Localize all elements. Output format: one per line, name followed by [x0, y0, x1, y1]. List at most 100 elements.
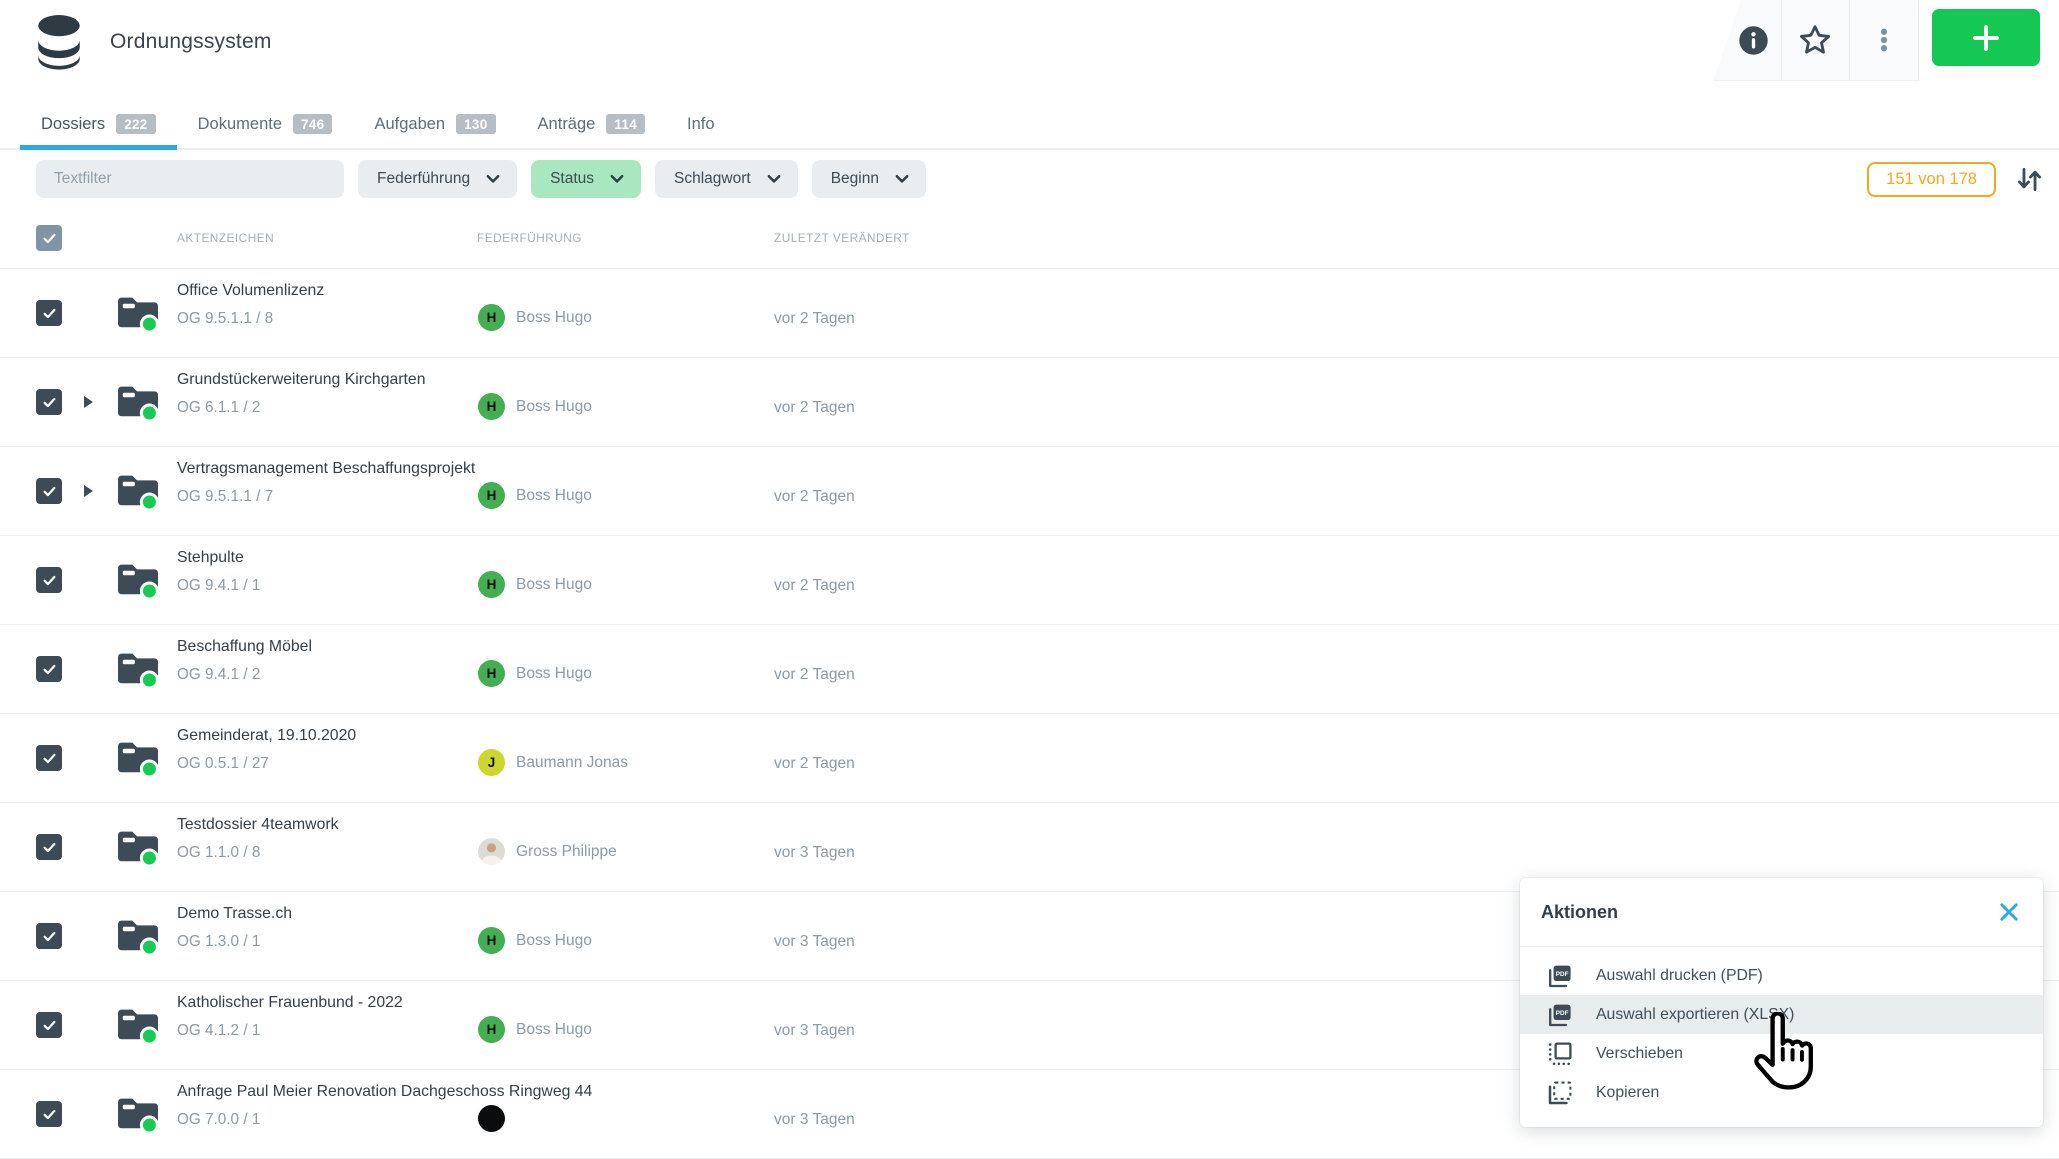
last-modified: vor 3 Tagen [774, 1111, 855, 1128]
table-row[interactable]: Office Volumenlizenz OG 9.5.1.1 / 8 H Bo… [0, 269, 2059, 358]
row-checkbox[interactable] [36, 745, 62, 771]
folder-icon [116, 471, 160, 511]
filter-chip-label: Status [550, 170, 595, 187]
row-checkbox[interactable] [36, 389, 62, 415]
text-filter-input[interactable] [36, 160, 344, 198]
table-row[interactable]: Anfrage Paul Meier Renovation Dachgescho… [0, 1070, 2059, 1159]
row-checkbox[interactable] [36, 834, 62, 860]
dossier-title[interactable]: Stehpulte [177, 549, 244, 566]
expander-icon[interactable] [84, 396, 93, 408]
dossier-owner: H Boss Hugo [478, 393, 592, 420]
favorite-button[interactable] [1782, 0, 1851, 80]
last-modified: vor 3 Tagen [774, 1022, 855, 1039]
result-count-badge: 151 von 178 [1867, 161, 1996, 197]
table-row[interactable]: Beschaffung Möbel OG 9.4.1 / 2 H Boss Hu… [0, 625, 2059, 714]
dossier-title[interactable]: Katholischer Frauenbund - 2022 [177, 994, 403, 1011]
sort-button[interactable] [2013, 163, 2045, 195]
chevron-down-icon [767, 174, 781, 184]
last-modified: vor 2 Tagen [774, 488, 855, 505]
check-icon [41, 394, 58, 411]
dossier-reference: OG 9.5.1.1 / 8 [177, 310, 274, 327]
dossier-title[interactable]: Beschaffung Möbel [177, 638, 312, 655]
check-icon [41, 839, 58, 856]
tab-anträge[interactable]: Anträge 114 [517, 100, 666, 148]
menu-item[interactable]: Auswahl drucken (PDF) [1520, 956, 2043, 995]
dossier-reference: OG 9.5.1.1 / 7 [177, 488, 274, 505]
close-button[interactable] [1996, 899, 2022, 925]
kebab-menu-icon [1870, 26, 1898, 54]
header-icon-strip [1713, 0, 1919, 81]
row-checkbox[interactable] [36, 923, 62, 949]
tab-dokumente[interactable]: Dokumente 746 [177, 100, 354, 148]
filter-chip[interactable]: Schlagwort [655, 160, 798, 198]
owner-name: Boss Hugo [516, 664, 592, 682]
menu-item[interactable]: Verschieben [1520, 1034, 2043, 1073]
tab-dossiers[interactable]: Dossiers 222 [20, 100, 177, 150]
tab-label: Dokumente [197, 114, 283, 133]
menu-item-label: Kopieren [1596, 1083, 1660, 1101]
app-header: Ordnungssystem [0, 0, 2059, 100]
menu-item-label: Verschieben [1596, 1044, 1683, 1062]
table-row[interactable]: Testdossier 4teamwork OG 1.1.0 / 8 Gross… [0, 803, 2059, 892]
row-checkbox[interactable] [36, 1012, 62, 1038]
check-icon [41, 305, 58, 322]
add-button[interactable] [1932, 9, 2040, 66]
chevron-down-icon [610, 174, 624, 184]
tab-count-badge: 222 [116, 114, 156, 134]
dossier-title[interactable]: Gemeinderat, 19.10.2020 [177, 727, 357, 744]
owner-name: Gross Philippe [516, 842, 617, 860]
row-checkbox[interactable] [36, 1101, 62, 1127]
menu-item-label: Auswahl drucken (PDF) [1596, 966, 1763, 984]
table-row[interactable]: Katholischer Frauenbund - 2022 OG 4.1.2 … [0, 981, 2059, 1070]
dossier-reference: OG 4.1.2 / 1 [177, 1022, 261, 1039]
check-icon [41, 1017, 58, 1034]
tab-info[interactable]: Info [666, 100, 736, 148]
filter-right: 151 von 178 [1867, 161, 2045, 197]
check-icon [41, 483, 58, 500]
more-options-button[interactable] [1850, 0, 1919, 80]
tab-aufgaben[interactable]: Aufgaben 130 [353, 100, 516, 148]
filter-chip[interactable]: Status [531, 160, 642, 198]
dossier-owner: H Boss Hugo [478, 927, 592, 954]
check-icon [41, 750, 58, 767]
filter-chip[interactable]: Federführung [358, 160, 518, 198]
dossier-title[interactable]: Anfrage Paul Meier Renovation Dachgescho… [177, 1083, 593, 1100]
info-button[interactable] [1713, 0, 1782, 80]
menu-item[interactable]: Auswahl exportieren (XLSX) [1520, 995, 2043, 1034]
menu-item[interactable]: Kopieren [1520, 1073, 2043, 1112]
row-checkbox[interactable] [36, 300, 62, 326]
row-checkbox[interactable] [36, 478, 62, 504]
sort-icon [2016, 166, 2043, 193]
row-checkbox[interactable] [36, 567, 62, 593]
dossier-reference: OG 1.1.0 / 8 [177, 844, 261, 861]
dossier-owner [478, 1105, 516, 1132]
tab-label: Anträge [537, 114, 596, 133]
filter-chip-label: Beginn [830, 170, 879, 187]
dossier-title[interactable]: Vertragsmanagement Beschaffungsprojekt [177, 460, 476, 477]
last-modified: vor 3 Tagen [774, 933, 855, 950]
table-row[interactable]: Vertragsmanagement Beschaffungsprojekt O… [0, 447, 2059, 536]
column-header-zuletzt-veraendert: ZULETZT VERÄNDERT [774, 231, 910, 245]
dossier-title[interactable]: Demo Trasse.ch [177, 905, 293, 922]
table-row[interactable]: Gemeinderat, 19.10.2020 OG 0.5.1 / 27 J … [0, 714, 2059, 803]
select-all-checkbox[interactable] [36, 225, 62, 251]
last-modified: vor 2 Tagen [774, 755, 855, 772]
chevron-down-icon [895, 174, 909, 184]
dossier-title[interactable]: Testdossier 4teamwork [177, 816, 339, 833]
brand: Ordnungssystem [34, 14, 272, 70]
filter-chip[interactable]: Beginn [811, 160, 926, 198]
tab-count-badge: 114 [606, 114, 646, 134]
tab-label: Aufgaben [374, 114, 446, 133]
dossier-title[interactable]: Grundstückerweiterung Kirchgarten [177, 371, 426, 388]
dossier-reference: OG 6.1.1 / 2 [177, 399, 261, 416]
expander-icon[interactable] [84, 485, 93, 497]
avatar: H [478, 304, 505, 331]
table-row[interactable]: Grundstückerweiterung Kirchgarten OG 6.1… [0, 358, 2059, 447]
dossier-title[interactable]: Office Volumenlizenz [177, 282, 325, 299]
photo-avatar [478, 838, 505, 865]
column-header-aktenzeichen: AKTENZEICHEN [177, 231, 275, 245]
table-row[interactable]: Demo Trasse.ch OG 1.3.0 / 1 H Boss Hugo … [0, 892, 2059, 981]
check-icon [41, 928, 58, 945]
table-row[interactable]: Stehpulte OG 9.4.1 / 1 H Boss Hugo vor 2… [0, 536, 2059, 625]
row-checkbox[interactable] [36, 656, 62, 682]
